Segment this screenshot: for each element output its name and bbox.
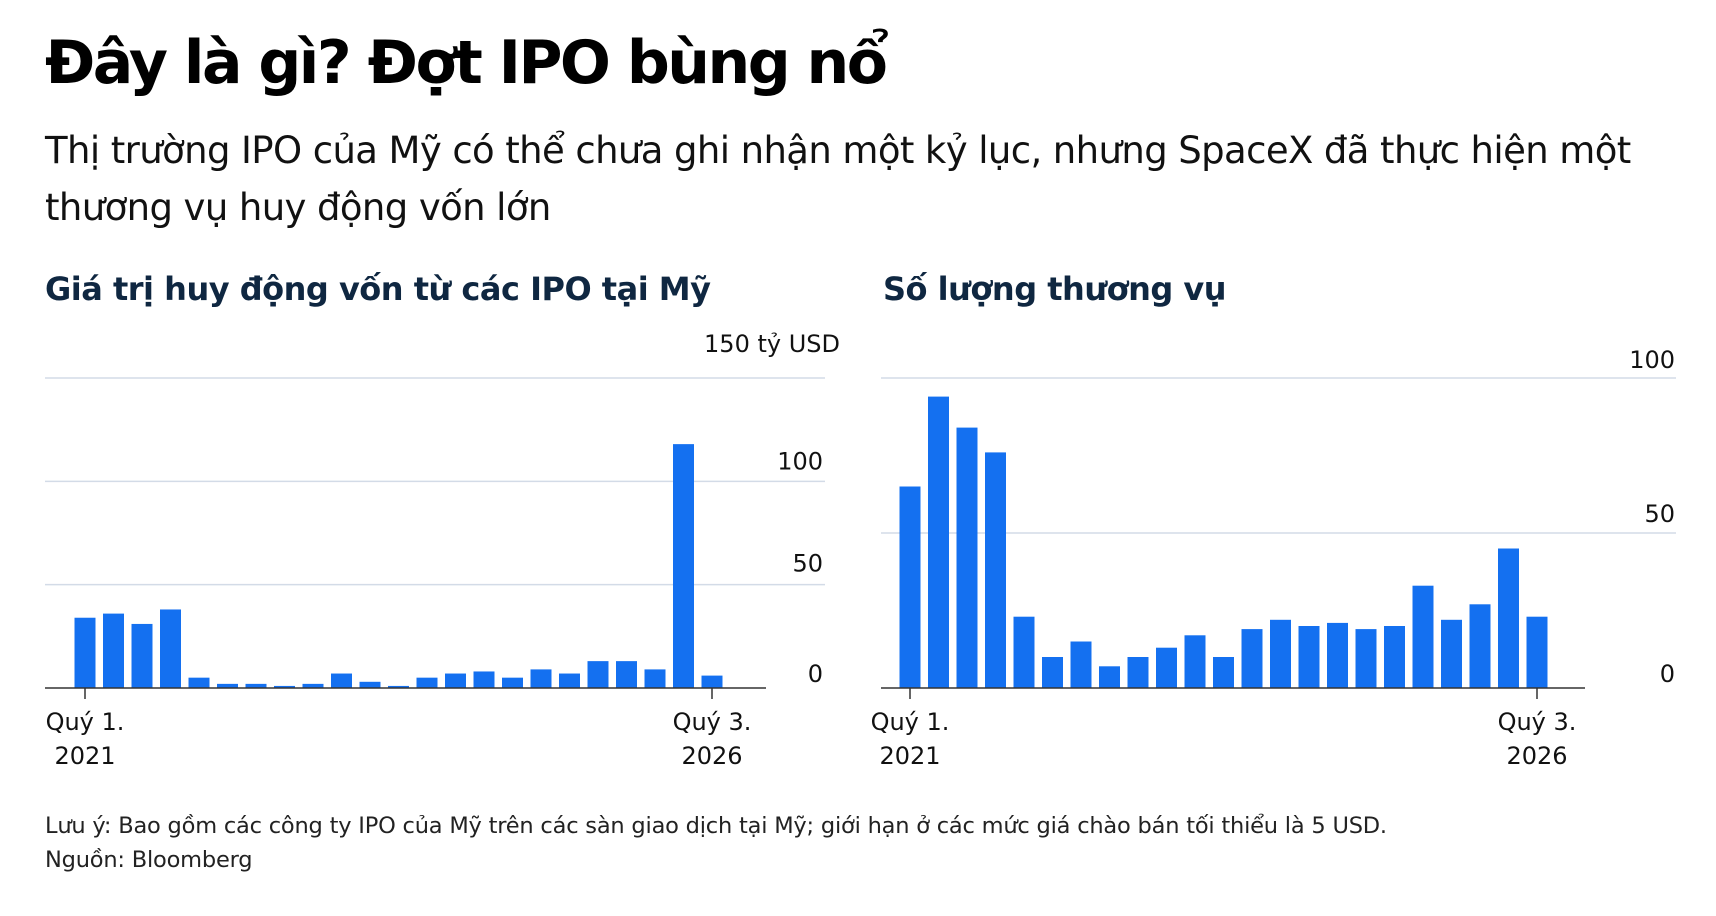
ipo-value-bar	[160, 609, 181, 688]
deal-count-bar	[1441, 619, 1462, 688]
deal-count-bar	[928, 396, 949, 688]
footer-source: Nguồn: Bloomberg	[45, 847, 253, 873]
footer-note: Lưu ý: Bao gồm các công ty IPO của Mỹ tr…	[45, 813, 1387, 839]
deal-count-bar	[1213, 657, 1234, 688]
ipo-value-bar	[188, 677, 210, 688]
deal-count-bar	[1070, 641, 1092, 688]
deal-count-bar	[1384, 626, 1405, 688]
ipo-value-bar	[473, 671, 495, 688]
ipo-value-bar	[530, 669, 552, 688]
deal-count-ytick-label: 0	[1660, 660, 1675, 688]
ipo-value-bar	[416, 677, 438, 688]
page-title: Đây là gì? Đợt IPO bùng nổ	[45, 28, 888, 98]
ipo-value-bar	[103, 613, 124, 688]
deal-count-bar	[1099, 666, 1120, 688]
ipo-value-bar	[644, 669, 666, 688]
ipo-value-bar	[74, 617, 96, 688]
ipo-value-bar	[701, 675, 723, 688]
ipo-value-bar-chart: 0 50 100 150 tỷ USD Quý 1. 2021 Quý 3. 2026	[45, 330, 840, 770]
deal-count-bar	[1526, 616, 1548, 688]
ipo-value-bar	[217, 683, 238, 688]
deal-count-bar	[985, 452, 1006, 688]
chart-title-deal-count: Số lượng thương vụ	[883, 270, 1227, 308]
deal-count-bar	[1241, 629, 1263, 688]
deal-count-ytick-label: 50	[1644, 500, 1675, 528]
ipo-value-bar	[331, 673, 352, 688]
ipo-value-bar	[587, 661, 609, 688]
ipo-value-bar	[502, 677, 523, 688]
chart-title-ipo-value: Giá trị huy động vốn từ các IPO tại Mỹ	[45, 270, 711, 308]
ipo-value-xtick-label: Quý 3. 2026	[673, 708, 752, 770]
deal-count-bar	[956, 427, 978, 688]
ipo-value-xtick-label: Quý 1. 2021	[46, 708, 125, 770]
deal-count-bar	[1013, 616, 1035, 688]
deal-count-bar	[1412, 585, 1434, 688]
ipo-value-bar	[245, 683, 267, 688]
deal-count-ytick-label: 100	[1629, 346, 1675, 374]
deal-count-bar	[899, 486, 921, 688]
deal-count-bar	[1127, 657, 1149, 688]
deal-count-bar	[1156, 647, 1177, 688]
deal-count-bar	[1184, 635, 1206, 688]
deal-count-bar	[1042, 657, 1063, 688]
ipo-value-bar	[302, 683, 324, 688]
ipo-value-bar	[388, 685, 409, 688]
ipo-value-ytick-label: 100	[777, 447, 823, 475]
ipo-value-bar	[616, 661, 637, 688]
deal-count-bar	[1298, 626, 1320, 688]
deal-count-bar	[1327, 622, 1348, 688]
ipo-value-bar	[359, 681, 381, 688]
ipo-value-bar	[445, 673, 466, 688]
deal-count-bar	[1355, 629, 1377, 688]
deal-count-bar	[1270, 619, 1291, 688]
deal-count-xtick-label: Quý 1. 2021	[871, 708, 950, 770]
ipo-value-bar	[131, 623, 153, 688]
ipo-value-bar	[673, 444, 694, 688]
page-subtitle: Thị trường IPO của Mỹ có thể chưa ghi nh…	[45, 129, 1631, 229]
deal-count-bar	[1469, 604, 1491, 688]
deal-count-xtick-label: Quý 3. 2026	[1498, 708, 1577, 770]
ipo-value-ytick-label: 0	[808, 660, 823, 688]
ipo-value-unit-label: 150 tỷ USD	[704, 330, 840, 358]
ipo-value-bar	[559, 673, 580, 688]
deal-count-bar	[1498, 548, 1519, 688]
ipo-value-ytick-label: 50	[792, 550, 823, 578]
ipo-value-bar	[274, 685, 295, 688]
